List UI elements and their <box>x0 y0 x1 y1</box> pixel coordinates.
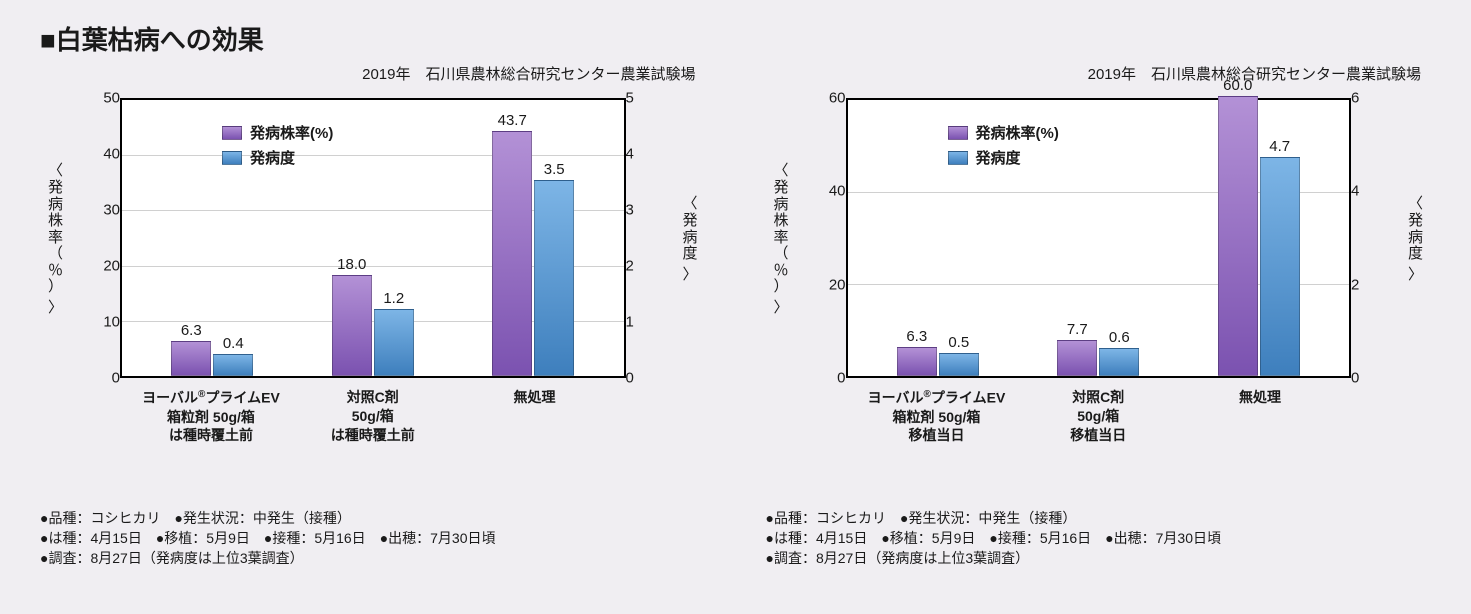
note-item: ●接種：5月16日 <box>989 530 1091 546</box>
note-item: ●移植：5月9日 <box>881 530 975 546</box>
bar-label: 43.7 <box>498 112 527 129</box>
bar-label: 0.4 <box>223 335 244 352</box>
x-labels: ヨーバル®プライムEV箱粒剤 50g/箱は種時覆土前対照C剤50g/箱は種時覆土… <box>120 388 626 488</box>
x-label: 無処理 <box>514 388 556 407</box>
x-label: 対照C剤50g/箱は種時覆土前 <box>331 388 415 445</box>
y-axis-right: 0246 <box>1351 98 1391 378</box>
legend-label-degree: 発病度 <box>250 147 295 168</box>
notes: ●品種：コシヒカリ ●発生状況：中発生（接種） ●は種：4月15日 ●移植：5月9日 ●… <box>40 508 706 568</box>
x-label: 対照C剤50g/箱移植当日 <box>1070 388 1126 445</box>
legend-swatch-rate <box>948 126 968 140</box>
charts-row: 2019年 石川県農林総合研究センター農業試験場〈発病株率（％）〉 〈発病度〉 01… <box>40 63 1431 568</box>
bar-label: 6.3 <box>181 322 202 339</box>
plot-area: 発病株率(%)発病度6.30.418.01.243.73.5 <box>120 98 626 378</box>
x-label: ヨーバル®プライムEV箱粒剤 50g/箱移植当日 <box>868 388 1006 445</box>
note-item: ●は種：4月15日 <box>766 530 868 546</box>
legend: 発病株率(%) 発病度 <box>222 122 333 172</box>
x-label: 無処理 <box>1239 388 1281 407</box>
note-item: ●品種：コシヒカリ <box>40 510 160 526</box>
bar-rate: 18.0 <box>332 275 372 376</box>
legend-swatch-degree <box>222 151 242 165</box>
bar-group: 6.30.5 <box>897 347 979 376</box>
bar-degree: 0.5 <box>939 353 979 376</box>
note-item: ●移植：5月9日 <box>156 530 250 546</box>
bar-degree: 0.4 <box>213 354 253 376</box>
bar-label: 3.5 <box>544 161 565 178</box>
chart-subtitle: 2019年 石川県農林総合研究センター農業試験場 <box>40 63 706 84</box>
bars-layer: 6.30.418.01.243.73.5 <box>122 100 624 376</box>
bar-group: 7.70.6 <box>1057 340 1139 376</box>
bar-label: 6.3 <box>906 328 927 345</box>
x-label: ヨーバル®プライムEV箱粒剤 50g/箱は種時覆土前 <box>142 388 280 445</box>
bar-label: 1.2 <box>383 290 404 307</box>
legend: 発病株率(%) 発病度 <box>948 122 1059 172</box>
bar-label: 60.0 <box>1223 77 1252 94</box>
y-axis-left: 0204060 <box>806 98 846 378</box>
chart-subtitle: 2019年 石川県農林総合研究センター農業試験場 <box>766 63 1432 84</box>
bar-group: 60.04.7 <box>1218 96 1300 376</box>
y-axis-label-left: 〈発病株率（％）〉 <box>774 98 789 378</box>
page-title: ■白葉枯病への効果 <box>40 20 1431 57</box>
bar-label: 7.7 <box>1067 321 1088 338</box>
legend-label-rate: 発病株率(%) <box>976 122 1059 143</box>
bars-layer: 6.30.57.70.660.04.7 <box>848 100 1350 376</box>
note-item: ●発生状況：中発生（接種） <box>174 510 350 526</box>
bar-label: 4.7 <box>1269 138 1290 155</box>
x-labels: ヨーバル®プライムEV箱粒剤 50g/箱移植当日 対照C剤50g/箱移植当日 無処理 <box>846 388 1352 488</box>
chart-left: 2019年 石川県農林総合研究センター農業試験場〈発病株率（％）〉 〈発病度〉 01… <box>40 63 706 568</box>
bar-rate: 6.3 <box>171 341 211 376</box>
bar-label: 0.5 <box>948 334 969 351</box>
bar-group: 18.01.2 <box>332 275 414 376</box>
chart-right: 2019年 石川県農林総合研究センター農業試験場〈発病株率（％）〉 〈発病度〉 02… <box>766 63 1432 568</box>
legend-label-rate: 発病株率(%) <box>250 122 333 143</box>
y-axis-right: 012345 <box>626 98 666 378</box>
bar-degree: 1.2 <box>374 309 414 376</box>
legend-swatch-rate <box>222 126 242 140</box>
plot-area: 発病株率(%)発病度6.30.57.70.660.04.7 <box>846 98 1352 378</box>
note-item: ●出穂：7月30日頃 <box>1105 530 1221 546</box>
y-axis-label-right: 〈発病度〉 <box>682 98 697 378</box>
bar-degree: 4.7 <box>1260 157 1300 376</box>
note-item: ●発生状況：中発生（接種） <box>900 510 1076 526</box>
note-item: ●調査：8月27日（発病度は上位3葉調査） <box>766 550 1030 566</box>
chart-frame: 〈発病株率（％）〉〈発病度〉02040600246発病株率(%)発病度6.30.… <box>766 88 1432 428</box>
y-axis-label-right: 〈発病度〉 <box>1408 98 1423 378</box>
bar-group: 6.30.4 <box>171 341 253 376</box>
note-item: ●接種：5月16日 <box>264 530 366 546</box>
note-item: ●品種：コシヒカリ <box>766 510 886 526</box>
bar-rate: 43.7 <box>492 131 532 376</box>
bar-group: 43.73.5 <box>492 131 574 376</box>
bar-rate: 7.7 <box>1057 340 1097 376</box>
notes: ●品種：コシヒカリ ●発生状況：中発生（接種） ●は種：4月15日 ●移植：5月9日 ●… <box>766 508 1432 568</box>
y-axis-label-left: 〈発病株率（％）〉 <box>48 98 63 378</box>
bar-rate: 6.3 <box>897 347 937 376</box>
bar-degree: 0.6 <box>1099 348 1139 376</box>
chart-frame: 〈発病株率（％）〉〈発病度〉01020304050012345発病株率(%)発病… <box>40 88 706 428</box>
legend-swatch-degree <box>948 151 968 165</box>
bar-label: 0.6 <box>1109 329 1130 346</box>
legend-label-degree: 発病度 <box>976 147 1021 168</box>
bar-rate: 60.0 <box>1218 96 1258 376</box>
bar-label: 18.0 <box>337 256 366 273</box>
note-item: ●出穂：7月30日頃 <box>380 530 496 546</box>
note-item: ●調査：8月27日（発病度は上位3葉調査） <box>40 550 304 566</box>
y-axis-left: 01020304050 <box>80 98 120 378</box>
note-item: ●は種：4月15日 <box>40 530 142 546</box>
bar-degree: 3.5 <box>534 180 574 376</box>
